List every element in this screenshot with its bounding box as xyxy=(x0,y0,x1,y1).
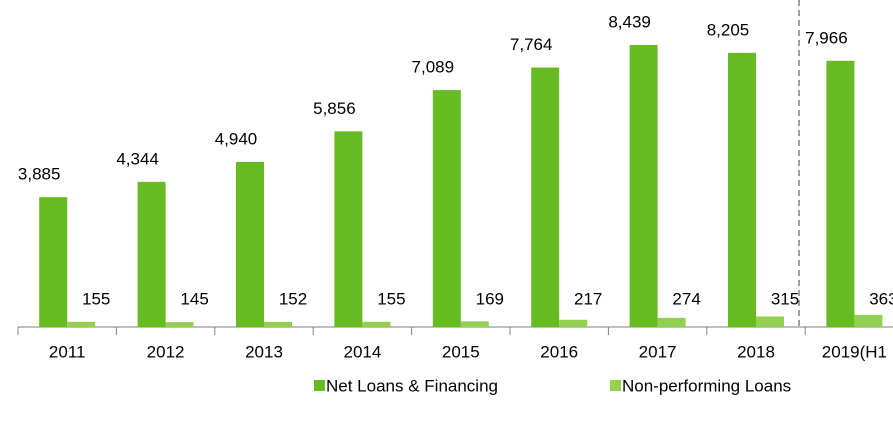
x-tick-label: 2011 xyxy=(49,342,86,361)
x-tick-label: 2013 xyxy=(245,342,283,361)
value-label: 274 xyxy=(672,289,700,308)
value-label: 155 xyxy=(377,289,405,308)
bar xyxy=(39,197,68,327)
bar xyxy=(137,181,166,327)
bar xyxy=(432,90,461,328)
value-label: 145 xyxy=(180,289,208,308)
x-tick-label: 2018 xyxy=(737,342,775,361)
bar xyxy=(629,45,658,327)
value-label: 169 xyxy=(476,289,504,308)
bar xyxy=(362,321,391,327)
legend-label: Non-performing Loans xyxy=(622,376,791,395)
legend-label: Net Loans & Financing xyxy=(326,376,498,395)
value-label: 363 xyxy=(869,289,893,308)
x-tick-label: 2012 xyxy=(147,342,185,361)
legend-swatch xyxy=(610,380,621,391)
value-label: 4,344 xyxy=(116,149,159,168)
bar xyxy=(236,161,264,327)
bar xyxy=(728,52,756,328)
bar xyxy=(756,316,784,327)
bar xyxy=(264,321,292,327)
x-tick-label: 2014 xyxy=(343,342,381,361)
bar xyxy=(460,321,489,327)
value-label: 8,439 xyxy=(608,12,651,31)
x-tick-label: 2019(H1 xyxy=(822,342,887,361)
x-tick-label: 2016 xyxy=(540,342,578,361)
value-label: 8,205 xyxy=(707,20,750,39)
bar xyxy=(67,321,96,327)
bar xyxy=(657,317,686,327)
bar xyxy=(165,322,194,327)
value-label: 7,966 xyxy=(805,28,848,47)
x-tick-label: 2017 xyxy=(639,342,677,361)
bar xyxy=(559,319,588,327)
value-label: 5,856 xyxy=(313,99,356,118)
bar xyxy=(854,314,883,327)
legend-swatch xyxy=(314,380,325,391)
value-label: 315 xyxy=(771,289,799,308)
bar xyxy=(334,131,363,327)
value-label: 155 xyxy=(82,289,110,308)
bar xyxy=(826,60,855,327)
value-label: 152 xyxy=(279,289,307,308)
x-tick-label: 2015 xyxy=(442,342,480,361)
bar xyxy=(531,67,560,327)
value-label: 7,764 xyxy=(510,35,553,54)
value-label: 7,089 xyxy=(412,58,455,77)
value-label: 4,940 xyxy=(215,129,258,148)
value-label: 3,885 xyxy=(18,165,61,184)
value-label: 217 xyxy=(574,289,602,308)
